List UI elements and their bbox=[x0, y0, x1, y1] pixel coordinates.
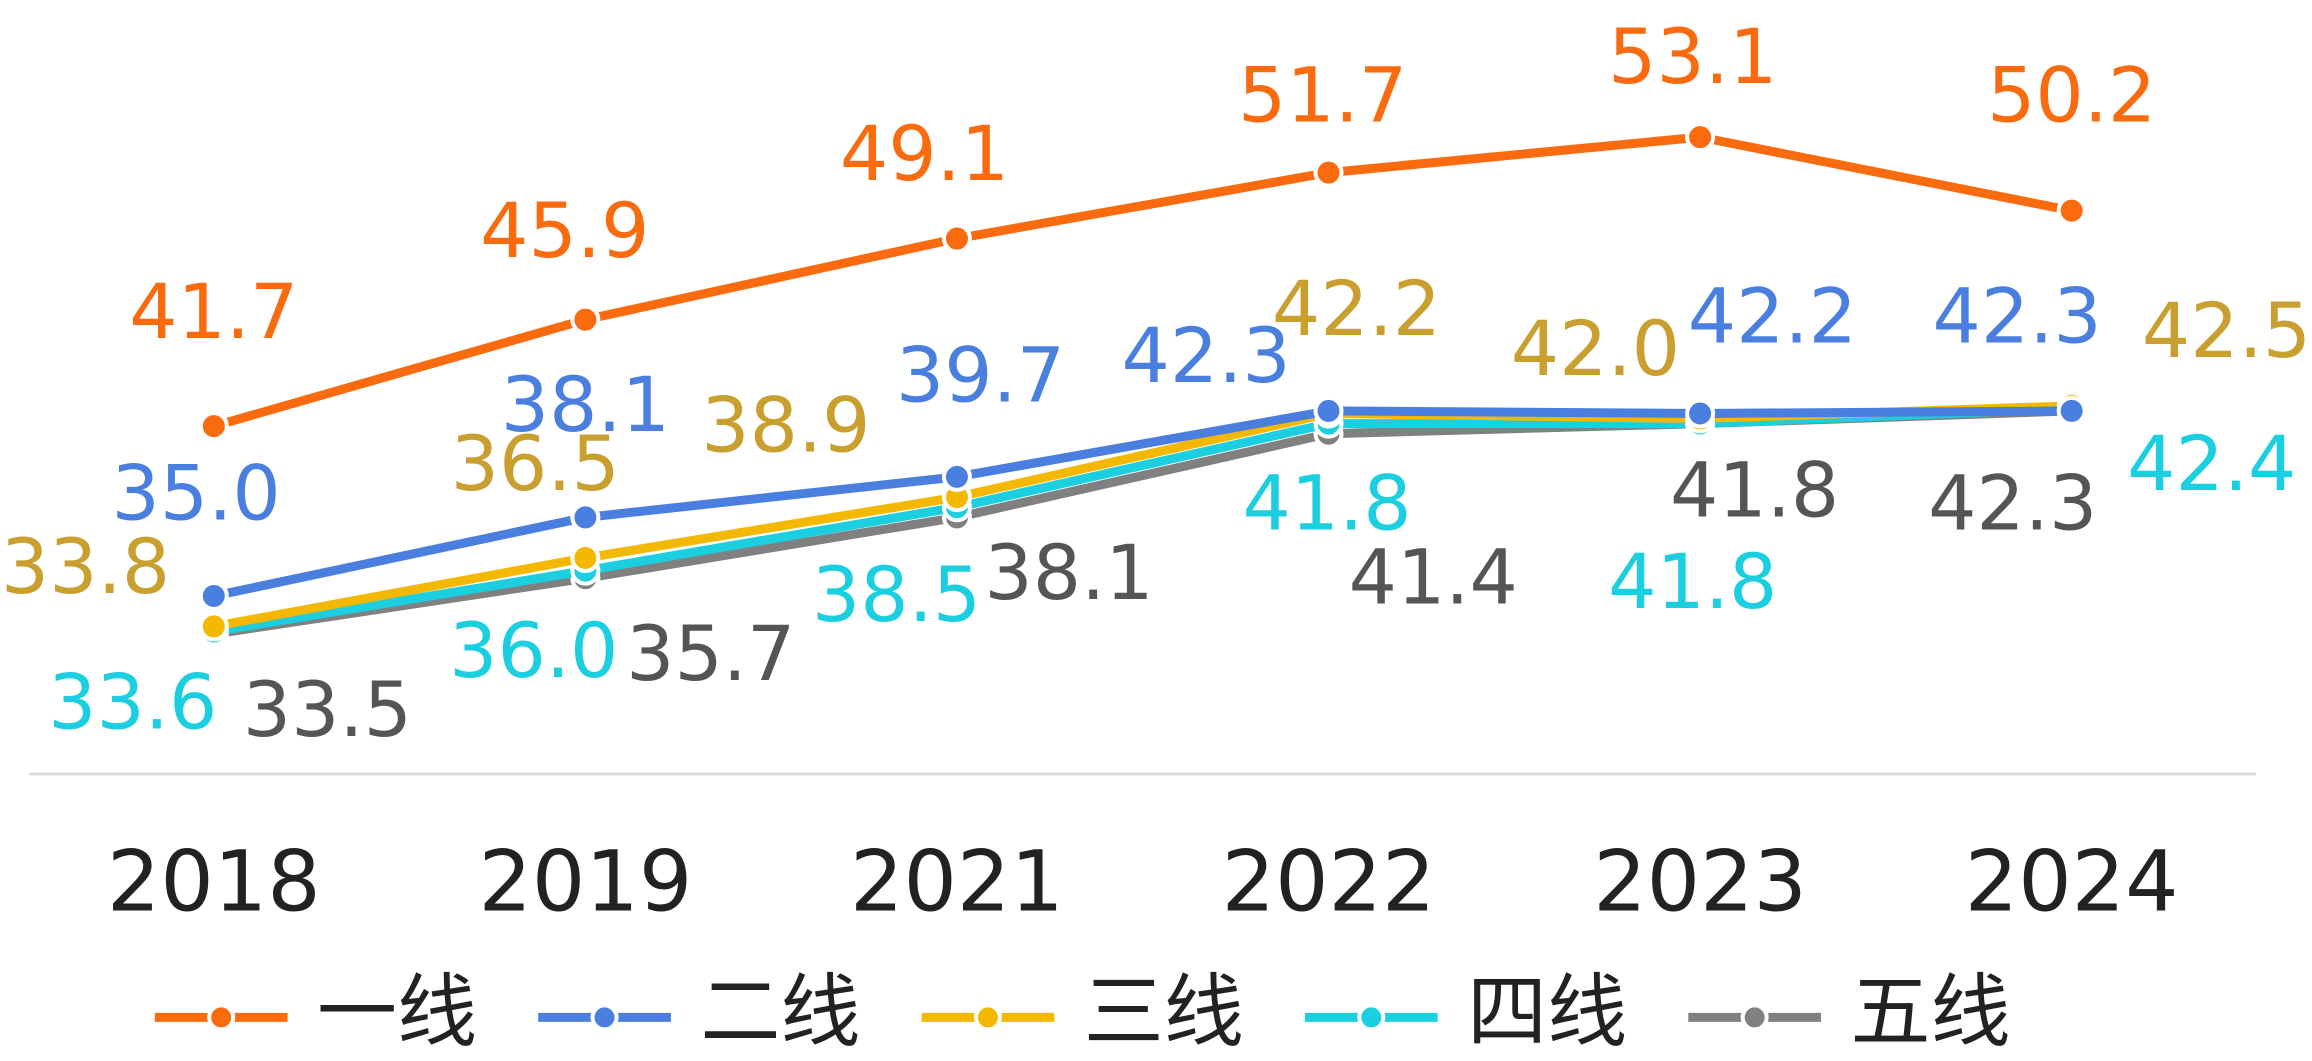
legend-label: 二线 bbox=[700, 965, 860, 1058]
data-label: 42.2 bbox=[1272, 264, 1441, 353]
data-label: 41.4 bbox=[1349, 532, 1518, 621]
series-line bbox=[213, 403, 2072, 636]
data-label: 38.9 bbox=[701, 381, 870, 470]
data-label: 38.5 bbox=[812, 550, 981, 639]
data-label: 45.9 bbox=[480, 186, 649, 275]
legend-marker bbox=[1357, 1003, 1386, 1032]
data-label: 42.3 bbox=[1933, 271, 2102, 360]
data-label: 53.1 bbox=[1608, 12, 1777, 101]
data-label: 33.8 bbox=[1, 522, 170, 611]
point bbox=[570, 502, 601, 533]
legend-marker bbox=[973, 1003, 1002, 1032]
data-label: 36.0 bbox=[449, 606, 618, 695]
data-label: 42.2 bbox=[1688, 271, 1857, 360]
point bbox=[2056, 395, 2087, 426]
point bbox=[570, 304, 601, 335]
legend-label: 四线 bbox=[1467, 965, 1627, 1058]
data-label: 42.4 bbox=[2127, 419, 2296, 508]
legend-label: 五线 bbox=[1850, 965, 2010, 1058]
data-label: 41.8 bbox=[1242, 459, 1411, 548]
x-tick-label: 2021 bbox=[850, 833, 1064, 931]
series-line bbox=[212, 406, 2072, 601]
data-label: 41.8 bbox=[1608, 537, 1777, 626]
point bbox=[198, 411, 229, 442]
data-label: 33.6 bbox=[48, 658, 217, 747]
x-tick-label: 2018 bbox=[107, 833, 321, 931]
point bbox=[570, 542, 601, 573]
legend-marker bbox=[207, 1003, 236, 1032]
point bbox=[1313, 157, 1344, 188]
data-label: 49.1 bbox=[840, 109, 1009, 198]
data-label: 38.1 bbox=[501, 360, 670, 449]
data-label: 42.0 bbox=[1511, 304, 1680, 393]
point bbox=[941, 223, 972, 254]
point bbox=[2056, 195, 2087, 226]
point bbox=[941, 461, 972, 492]
data-label: 51.7 bbox=[1238, 50, 1407, 139]
data-label: 33.5 bbox=[243, 665, 412, 754]
data-label: 36.5 bbox=[451, 419, 620, 508]
data-label: 38.1 bbox=[984, 528, 1153, 617]
data-label: 39.7 bbox=[896, 330, 1065, 419]
data-label: 50.2 bbox=[1987, 50, 2156, 139]
x-tick-label: 2023 bbox=[1593, 833, 1807, 931]
data-label: 41.7 bbox=[129, 267, 298, 356]
point bbox=[198, 611, 229, 642]
point bbox=[198, 581, 229, 612]
data-label: 42.5 bbox=[2142, 286, 2311, 375]
x-tick-label: 2019 bbox=[478, 833, 692, 931]
data-label: 42.3 bbox=[1928, 459, 2097, 548]
legend-label: 一线 bbox=[317, 965, 477, 1058]
legend-label: 三线 bbox=[1084, 965, 1244, 1058]
series-line bbox=[212, 132, 2073, 431]
point bbox=[1685, 122, 1716, 153]
data-label: 35.0 bbox=[111, 448, 280, 537]
data-label: 41.8 bbox=[1670, 445, 1839, 534]
point bbox=[1685, 398, 1716, 429]
x-tick-label: 2024 bbox=[1965, 833, 2179, 931]
x-tick-label: 2022 bbox=[1222, 833, 1436, 931]
point bbox=[1313, 395, 1344, 426]
data-label: 42.3 bbox=[1122, 311, 1291, 400]
data-label: 35.7 bbox=[626, 609, 795, 698]
legend-marker bbox=[1740, 1003, 1769, 1032]
legend-marker bbox=[590, 1003, 619, 1032]
